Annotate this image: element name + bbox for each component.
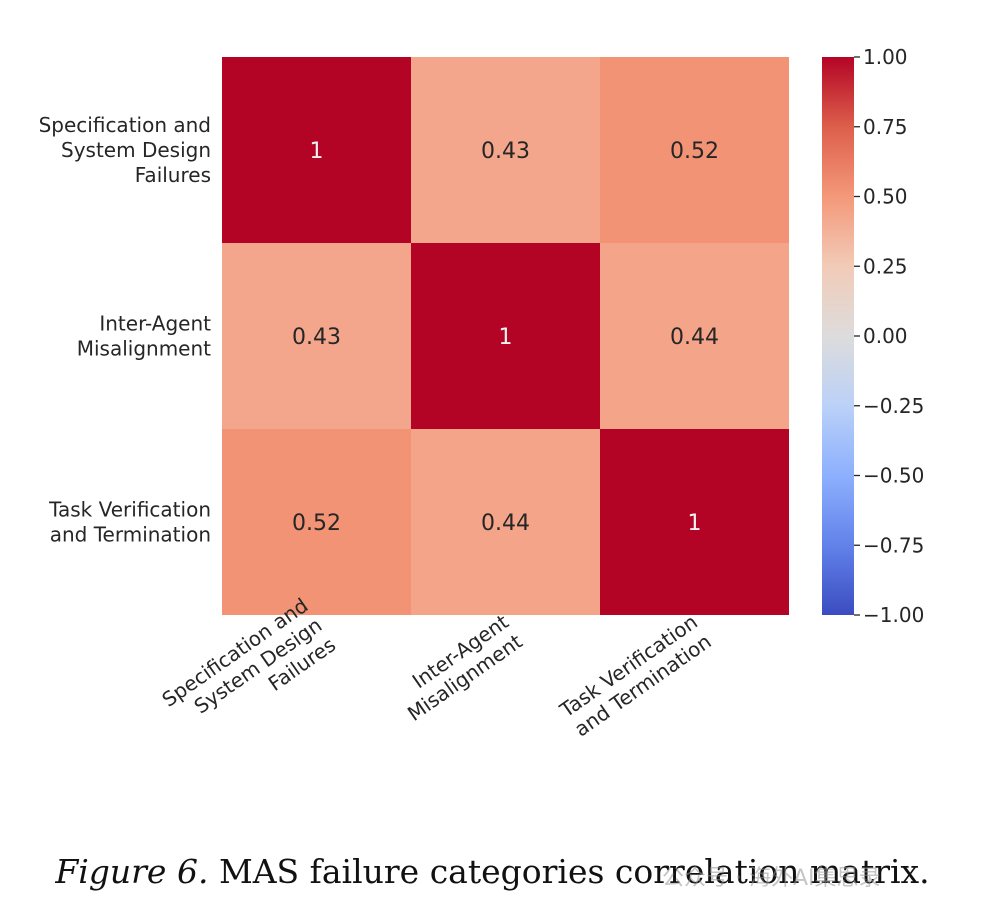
- cell-value-label: 0.52: [670, 139, 719, 164]
- heatmap-cell: [411, 243, 600, 429]
- row-label-line: Inter-Agent: [99, 312, 211, 336]
- row-label-line: System Design: [61, 138, 211, 162]
- colorbar-tick-label: 0.00: [863, 324, 908, 348]
- row-label-line: Task Verification: [48, 498, 211, 522]
- heatmap-cell: [600, 243, 789, 429]
- svg-text:Specification andSystem Design: Specification andSystem DesignFailures: [157, 593, 340, 751]
- colorbar-tick-label: −0.25: [863, 394, 924, 418]
- colorbar-tick-label: 0.50: [863, 185, 908, 209]
- colorbar-tick-label: −1.00: [863, 603, 924, 627]
- caption-text: MAS failure categories correlation matri…: [218, 852, 930, 891]
- svg-text:Task Verificationand Terminati: Task Verificationand Termination: [555, 610, 716, 743]
- cell-value-label: 0.43: [481, 139, 530, 164]
- heatmap-cell: [222, 243, 411, 429]
- cell-value-label: 0.52: [292, 511, 341, 536]
- heatmap-cell: [222, 429, 411, 615]
- colorbar-tick-label: 1.00: [863, 45, 908, 69]
- figure-number: Figure 6.: [55, 852, 209, 891]
- colorbar-tick-label: −0.50: [863, 464, 924, 488]
- figure-caption: Figure 6. MAS failure categories correla…: [0, 852, 985, 891]
- heatmap-cell-labels: 1 0.43 0.52 0.43 1 0.44 0.52 0.44 1: [292, 139, 719, 536]
- column-label: Inter-AgentMisalignment: [389, 609, 527, 725]
- cell-value-label: 0.43: [292, 325, 341, 350]
- colorbar-tick-label: 0.75: [863, 115, 908, 139]
- cell-value-label: 1: [688, 511, 702, 536]
- watermark: 公众号 · 海外AI集思录: [662, 866, 881, 891]
- heatmap-cell: [600, 429, 789, 615]
- cell-value-label: 0.44: [481, 511, 530, 536]
- cell-value-label: 0.44: [670, 325, 719, 350]
- heatmap-cell: [411, 429, 600, 615]
- colorbar-tick-label: −0.75: [863, 533, 924, 557]
- heatmap-cell: [222, 57, 411, 243]
- heatmap-cells: [222, 57, 789, 615]
- heatmap-cell: [411, 57, 600, 243]
- row-label: Specification and System Design Failures: [39, 113, 211, 187]
- cell-value-label: 1: [310, 139, 324, 164]
- row-label-line: and Termination: [50, 523, 211, 547]
- heatmap-cell: [600, 57, 789, 243]
- column-label: Specification andSystem DesignFailures: [157, 593, 340, 751]
- colorbar-ticks: 1.00 0.75 0.50 0.25 0.00 −0.25 −0.50 −0.75 −1.00: [854, 45, 924, 627]
- row-label-line: Misalignment: [77, 337, 211, 361]
- row-label-line: Failures: [135, 163, 211, 187]
- row-labels: Specification and System Design Failures In…: [39, 113, 212, 547]
- column-label: Task Verificationand Termination: [555, 610, 716, 743]
- row-label-line: Specification and: [39, 113, 211, 137]
- svg-text:Inter-AgentMisalignment: Inter-AgentMisalignment: [389, 609, 527, 725]
- colorbar-tick-label: 0.25: [863, 254, 908, 278]
- row-label: Inter-Agent Misalignment: [77, 312, 211, 361]
- colorbar: [822, 57, 854, 615]
- column-labels: Specification andSystem DesignFailures In…: [157, 593, 716, 751]
- row-label: Task Verification and Termination: [48, 498, 211, 547]
- cell-value-label: 1: [499, 325, 513, 350]
